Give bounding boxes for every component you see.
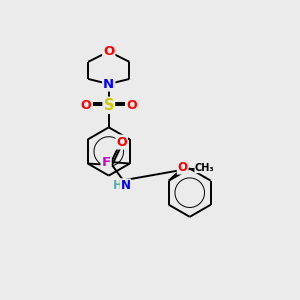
Text: N: N [121,179,130,192]
Text: O: O [126,99,137,112]
Text: F: F [102,156,111,169]
Text: N: N [103,77,114,91]
Text: H: H [113,179,123,192]
Text: CH₃: CH₃ [195,163,214,173]
Text: O: O [103,45,114,58]
Text: O: O [81,99,92,112]
Text: O: O [116,136,127,148]
Text: S: S [103,98,114,113]
Text: O: O [178,160,188,174]
